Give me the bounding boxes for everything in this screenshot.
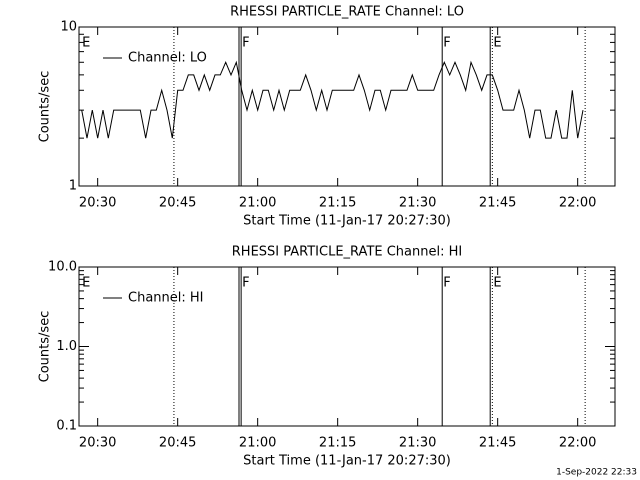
x-axis-label: Start Time (11-Jan-17 20:27:30) bbox=[243, 454, 451, 469]
y-axis-label: Counts/sec bbox=[38, 311, 53, 383]
x-tick-label: 21:30 bbox=[399, 196, 436, 211]
event-flag: F bbox=[443, 276, 450, 291]
plot-frame bbox=[78, 26, 616, 187]
footer: 1-Sep-2022 22:33 bbox=[556, 468, 637, 478]
y-tick-label: 0.1 bbox=[56, 419, 77, 434]
legend-label: Channel: HI bbox=[128, 291, 204, 306]
x-tick-label: 22:00 bbox=[559, 196, 596, 211]
event-flag: E bbox=[82, 36, 90, 51]
x-tick-label: 21:30 bbox=[399, 436, 436, 451]
x-tick-label: 20:30 bbox=[79, 196, 116, 211]
y-tick-label: 10 bbox=[60, 20, 77, 35]
legend-label: Channel: LO bbox=[128, 51, 207, 66]
x-tick-label: 21:00 bbox=[239, 436, 276, 451]
x-tick-label: 20:30 bbox=[79, 436, 116, 451]
x-tick-label: 20:45 bbox=[159, 436, 196, 451]
y-tick-label: 1.0 bbox=[56, 339, 77, 354]
x-tick-label: 20:45 bbox=[159, 196, 196, 211]
x-tick-label: 21:15 bbox=[319, 436, 356, 451]
event-flag: F bbox=[443, 36, 450, 51]
chart-title: RHESSI PARTICLE_RATE Channel: HI bbox=[232, 245, 462, 260]
x-tick-label: 21:00 bbox=[239, 196, 276, 211]
event-flag: E bbox=[493, 36, 501, 51]
event-flag: F bbox=[242, 36, 249, 51]
event-flag: E bbox=[82, 276, 90, 291]
y-tick-label: 1 bbox=[69, 179, 77, 194]
data-line bbox=[81, 60, 584, 139]
x-tick-label: 21:45 bbox=[479, 196, 516, 211]
chart-title: RHESSI PARTICLE_RATE Channel: LO bbox=[230, 5, 464, 20]
x-tick-label: 21:15 bbox=[319, 196, 356, 211]
y-tick-label: 10.0 bbox=[48, 260, 77, 275]
event-flag: E bbox=[493, 276, 501, 291]
event-flag: F bbox=[242, 276, 249, 291]
y-axis-label: Counts/sec bbox=[38, 71, 53, 143]
x-axis-label: Start Time (11-Jan-17 20:27:30) bbox=[243, 214, 451, 229]
x-tick-label: 21:45 bbox=[479, 436, 516, 451]
x-tick-label: 22:00 bbox=[559, 436, 596, 451]
